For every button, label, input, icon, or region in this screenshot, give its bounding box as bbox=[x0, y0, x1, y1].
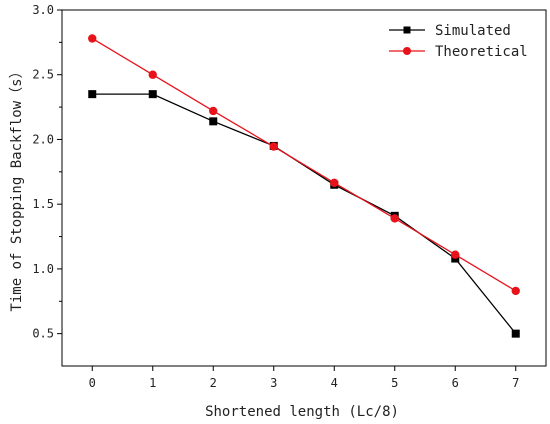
y-tick-label: 3.0 bbox=[32, 3, 54, 17]
data-point-theoretical bbox=[330, 178, 339, 188]
data-point-theoretical bbox=[88, 34, 97, 43]
data-point-theoretical bbox=[269, 142, 278, 151]
plot-frame bbox=[61, 9, 547, 367]
legend-label-theoretical: Theoretical bbox=[435, 44, 528, 60]
y-tick-label: 1.5 bbox=[32, 197, 54, 211]
x-tick-label: 7 bbox=[512, 376, 519, 390]
y-tick-label: 2.5 bbox=[32, 68, 54, 82]
data-point-theoretical bbox=[511, 286, 520, 296]
x-tick-label: 2 bbox=[210, 376, 217, 390]
y-tick-label: 1.0 bbox=[32, 262, 54, 276]
x-tick-label: 4 bbox=[331, 376, 338, 390]
series-line-simulated bbox=[92, 93, 517, 335]
series-layer bbox=[88, 34, 520, 338]
y-tick-label: 0.5 bbox=[32, 327, 54, 341]
x-tick-label: 0 bbox=[89, 376, 96, 390]
y-axis-ticks: 0.5 1.0 1.5 2.0 2.5 3.0 bbox=[32, 3, 62, 341]
data-point-simulated bbox=[209, 117, 218, 126]
legend: Simulated Theoretical bbox=[389, 23, 528, 60]
y-tick-label: 2.0 bbox=[32, 132, 54, 146]
x-axis-label: Shortened length (Lc/8) bbox=[205, 404, 399, 420]
data-point-simulated bbox=[148, 90, 157, 99]
legend-label-simulated: Simulated bbox=[435, 23, 511, 39]
data-point-simulated bbox=[88, 90, 97, 99]
x-tick-label: 3 bbox=[270, 376, 277, 390]
x-tick-label: 1 bbox=[149, 376, 156, 390]
y-axis-label: Time of Stopping Backflow（s） bbox=[9, 64, 25, 311]
data-point-theoretical bbox=[209, 106, 218, 116]
data-point-theoretical bbox=[148, 70, 157, 79]
data-point-theoretical bbox=[451, 250, 460, 259]
data-point-simulated bbox=[511, 329, 520, 338]
series-line-theoretical bbox=[91, 37, 517, 292]
legend-simulated-marker bbox=[403, 26, 411, 34]
x-tick-label: 5 bbox=[391, 376, 398, 390]
legend-theoretical-marker bbox=[403, 47, 411, 55]
x-tick-label: 6 bbox=[452, 376, 459, 390]
data-point-theoretical bbox=[390, 214, 399, 223]
x-axis-ticks: 0 1 2 3 4 5 6 7 bbox=[89, 366, 519, 390]
